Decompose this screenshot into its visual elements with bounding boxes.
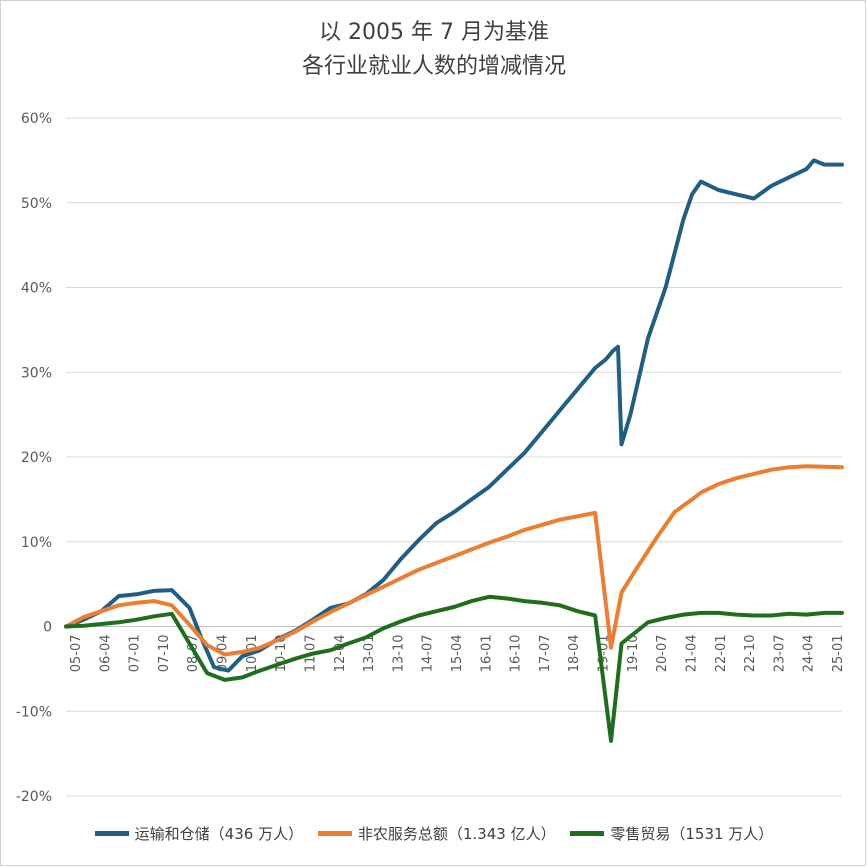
x-tick-label: 13-01 — [362, 635, 377, 673]
x-tick-label: 22-10 — [743, 635, 758, 673]
legend-item-transport: 运输和仓储（436 万人） — [94, 823, 304, 844]
x-tick-label: 16-10 — [509, 635, 524, 673]
series-line-2 — [64, 594, 844, 743]
legend-label-nonfarm: 非农服务总额（1.343 亿人） — [357, 825, 556, 843]
x-tick-label: 05-07 — [69, 635, 84, 673]
x-tick-label: 24-04 — [802, 635, 817, 673]
x-tick-label: 15-04 — [450, 635, 465, 673]
x-tick-label: 07-01 — [128, 635, 143, 673]
x-tick-label: 17-07 — [538, 635, 553, 673]
legend-label-transport: 运输和仓储（436 万人） — [134, 825, 304, 843]
chart-title: 以 2005 年 7 月为基准 各行业就业人数的增减情况 — [0, 16, 868, 84]
y-tick-label: 20% — [21, 450, 52, 466]
x-tick-label: 14-07 — [421, 635, 436, 673]
legend-swatch-retail — [570, 831, 605, 836]
series-line-0 — [64, 158, 844, 673]
y-tick-label: 60% — [21, 111, 52, 127]
x-tick-label: 25-01 — [831, 635, 846, 673]
x-tick-label: 12-04 — [333, 635, 348, 673]
y-tick-label: 0 — [43, 620, 52, 636]
x-tick-label: 13-10 — [391, 635, 406, 673]
y-tick-label: -10% — [16, 704, 52, 720]
y-tick-label: 50% — [21, 196, 52, 212]
y-tick-label: 10% — [21, 535, 52, 551]
legend-item-retail: 零售贸易（1531 万人） — [570, 823, 773, 844]
y-tick-label: -20% — [16, 789, 52, 805]
legend-item-nonfarm: 非农服务总额（1.343 亿人） — [317, 823, 556, 844]
legend: 运输和仓储（436 万人） 非农服务总额（1.343 亿人） 零售贸易（1531… — [0, 822, 868, 844]
y-tick-label: 30% — [21, 365, 52, 381]
x-tick-label: 06-04 — [98, 635, 113, 673]
x-tick-label: 21-04 — [684, 635, 699, 673]
x-tick-label: 22-01 — [714, 635, 729, 673]
chart-title-line-1: 以 2005 年 7 月为基准 — [319, 20, 549, 45]
x-tick-label: 23-07 — [772, 635, 787, 673]
legend-swatch-nonfarm — [317, 831, 352, 836]
legend-swatch-transport — [94, 831, 129, 836]
x-tick-label: 18-04 — [567, 635, 582, 673]
legend-label-retail: 零售贸易（1531 万人） — [610, 825, 774, 843]
x-tick-label: 16-01 — [479, 635, 494, 673]
x-tick-label: 20-07 — [655, 635, 670, 673]
x-tick-label: 19-10 — [626, 635, 641, 673]
series-line-1 — [64, 464, 844, 657]
x-tick-label: 07-10 — [157, 635, 172, 673]
chart-title-line-2: 各行业就业人数的增减情况 — [301, 54, 566, 79]
y-tick-label: 40% — [21, 281, 52, 297]
